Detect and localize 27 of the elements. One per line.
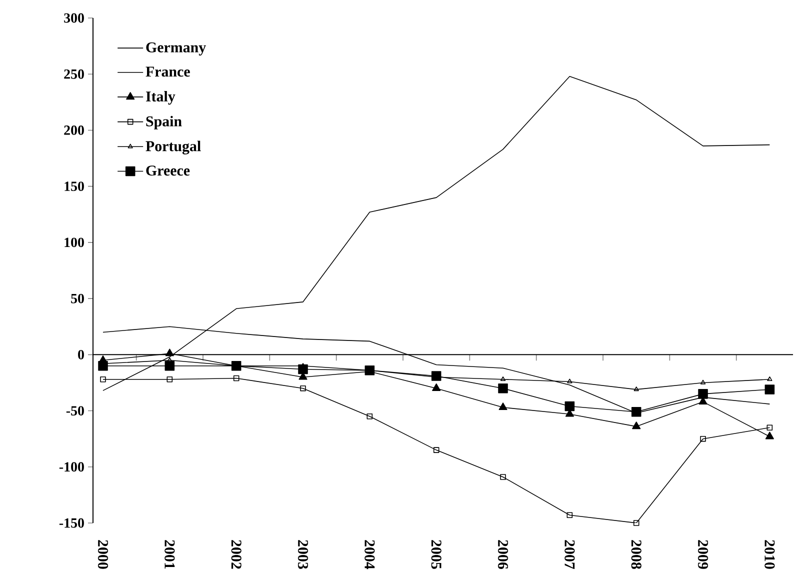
x-tick-label: 2004	[364, 540, 375, 570]
y-tick-label: -100	[59, 462, 84, 472]
legend-label: Italy	[146, 91, 176, 105]
y-tick-label: 50	[71, 294, 84, 304]
x-tick-label: 2009	[698, 540, 708, 569]
x-tick-label: 2001	[164, 540, 175, 569]
legend-label: France	[146, 66, 190, 77]
y-tick-label: 150	[64, 182, 84, 192]
x-tick-label: 2005	[431, 540, 442, 569]
y-tick-label: -50	[66, 406, 84, 416]
x-tick-label: 2002	[231, 540, 242, 569]
x-tick-label: 2008	[631, 540, 642, 569]
y-tick-label: 0	[78, 350, 84, 360]
x-tick-label: 2003	[298, 540, 308, 569]
x-tick-label: 2010	[764, 540, 775, 569]
y-tick-label: 250	[64, 69, 84, 79]
legend-label: Portugal	[146, 140, 201, 154]
x-tick-label: 2007	[564, 540, 575, 570]
y-tick-label: -150	[59, 518, 84, 528]
legend-label: Greece	[146, 166, 190, 176]
y-tick-label: 300	[64, 13, 84, 23]
x-tick-label: 2006	[498, 540, 508, 569]
legend-label: Spain	[146, 116, 182, 130]
legend-label: Germany	[146, 42, 206, 56]
y-tick-label: 100	[64, 238, 84, 248]
y-tick-label: 200	[64, 126, 84, 135]
x-tick-label: 2000	[98, 540, 108, 569]
